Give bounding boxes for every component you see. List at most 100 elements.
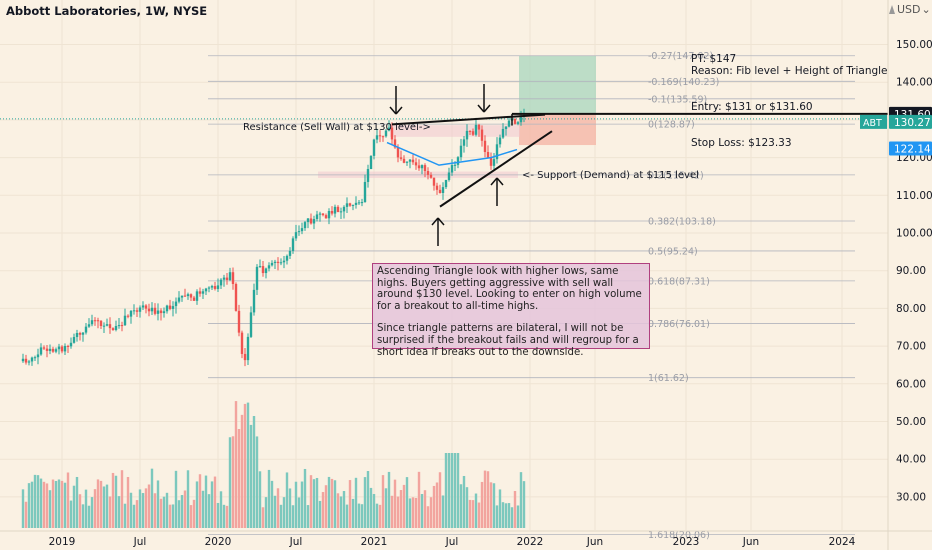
candle-body bbox=[375, 135, 379, 140]
volume-bar bbox=[456, 453, 460, 528]
candle-body bbox=[141, 305, 145, 308]
volume-bar bbox=[501, 502, 505, 528]
target-zone bbox=[519, 55, 596, 114]
fib-label: 0(128.87) bbox=[648, 120, 695, 131]
candle-body bbox=[366, 169, 370, 182]
candle-body bbox=[186, 294, 190, 297]
volume-bar bbox=[405, 477, 409, 528]
stop-zone bbox=[519, 113, 596, 146]
volume-bar bbox=[201, 490, 205, 528]
volume-bar bbox=[294, 481, 298, 528]
currency-text: USD bbox=[897, 3, 921, 16]
currency-label[interactable]: USD⌄ bbox=[889, 3, 931, 16]
volume-bar bbox=[390, 495, 394, 528]
candle-body bbox=[327, 211, 331, 219]
candle-body bbox=[45, 348, 49, 351]
candle-body bbox=[204, 288, 208, 292]
time-tick-label: Jun bbox=[742, 536, 759, 548]
volume-bar bbox=[354, 477, 358, 528]
volume-bar bbox=[246, 402, 250, 528]
volume-bar bbox=[357, 503, 361, 528]
volume-bar bbox=[60, 480, 64, 528]
volume-bar bbox=[96, 479, 100, 528]
volume-bar bbox=[270, 480, 274, 528]
candle-body bbox=[147, 308, 151, 312]
candle-body bbox=[36, 354, 40, 358]
candle-body bbox=[498, 137, 502, 145]
candle-body bbox=[222, 277, 226, 280]
volume-bar bbox=[480, 481, 484, 528]
time-tick-label: 2020 bbox=[205, 536, 232, 548]
volume-bar bbox=[150, 468, 154, 528]
chart-title: Abbott Laboratories, 1W, NYSE bbox=[6, 4, 208, 18]
volume-bar bbox=[402, 484, 406, 528]
volume-bar bbox=[105, 484, 109, 528]
ma-price-tag-bg bbox=[889, 141, 932, 156]
volume-bar bbox=[417, 471, 421, 528]
candle-body bbox=[387, 127, 391, 131]
volume-bar bbox=[372, 494, 376, 528]
volume-bar bbox=[513, 490, 517, 528]
candle-body bbox=[111, 328, 115, 330]
volume-bar bbox=[267, 469, 271, 528]
volume-bar bbox=[315, 477, 319, 528]
candle-body bbox=[270, 262, 274, 266]
volume-bar bbox=[123, 503, 127, 528]
volume-bar bbox=[300, 481, 304, 528]
candle-body bbox=[51, 348, 55, 352]
candle-body bbox=[219, 279, 223, 286]
volume-bar bbox=[72, 485, 76, 528]
candle-body bbox=[165, 305, 169, 312]
volume-bar bbox=[210, 481, 214, 528]
ma-price-tag: 122.14 bbox=[894, 144, 931, 156]
arrow-up-icon bbox=[496, 177, 504, 186]
volume-bar bbox=[138, 489, 142, 528]
time-tick-label: 2024 bbox=[829, 536, 856, 548]
fib-label: -0.27(147.02) bbox=[648, 51, 713, 62]
volume-bar bbox=[183, 490, 187, 528]
candle-body bbox=[348, 203, 352, 206]
candle-body bbox=[450, 165, 454, 173]
volume-bar bbox=[447, 453, 451, 528]
candle-body bbox=[465, 130, 469, 140]
candle-body bbox=[225, 277, 229, 280]
candle-body bbox=[273, 261, 277, 263]
candles bbox=[21, 108, 526, 367]
candle-body bbox=[114, 326, 118, 330]
last-price-tag-bg bbox=[889, 114, 932, 129]
volume-bar bbox=[495, 505, 499, 528]
last-price-tag: 130.27 bbox=[894, 117, 931, 129]
candle-body bbox=[264, 268, 268, 274]
time-tick-label: Jul bbox=[133, 536, 147, 548]
volume-bar bbox=[252, 416, 256, 528]
candle-body bbox=[252, 289, 256, 313]
volume-bar bbox=[321, 492, 325, 528]
price-tick-label: 150.00 bbox=[896, 39, 932, 51]
arrow-up-icon bbox=[431, 217, 439, 226]
volume-bar bbox=[51, 479, 55, 528]
price-axis[interactable]: 150.00140.00130.00120.00110.00100.0090.0… bbox=[860, 0, 932, 550]
candle-body bbox=[369, 155, 373, 170]
candle-body bbox=[462, 139, 466, 146]
price-tick-label: 30.00 bbox=[896, 491, 926, 503]
candle-body bbox=[60, 346, 64, 352]
candle-body bbox=[516, 122, 520, 124]
candle-body bbox=[519, 117, 523, 123]
time-axis[interactable]: 2019 Jul 2020 Jul 2021 Jul 2022 Jun 2023 Jun 2024 bbox=[0, 530, 932, 548]
fib-label: 0.618(87.31) bbox=[648, 276, 710, 287]
candle-body bbox=[69, 342, 73, 347]
volume-bar bbox=[27, 483, 31, 528]
note-paragraph-1: Ascending Triangle look with higher lows… bbox=[377, 266, 642, 312]
volume-bar bbox=[222, 504, 226, 528]
candle-body bbox=[468, 130, 472, 132]
candle-body bbox=[120, 325, 124, 327]
volume-bar bbox=[234, 401, 238, 528]
candle-body bbox=[438, 189, 442, 193]
time-tick-label: 2023 bbox=[673, 536, 700, 548]
candle-body bbox=[96, 320, 100, 322]
volume-bar bbox=[432, 485, 436, 528]
resistance-label: Resistance (Sell Wall) at $130 level-> bbox=[243, 122, 431, 133]
candle-body bbox=[321, 213, 325, 216]
